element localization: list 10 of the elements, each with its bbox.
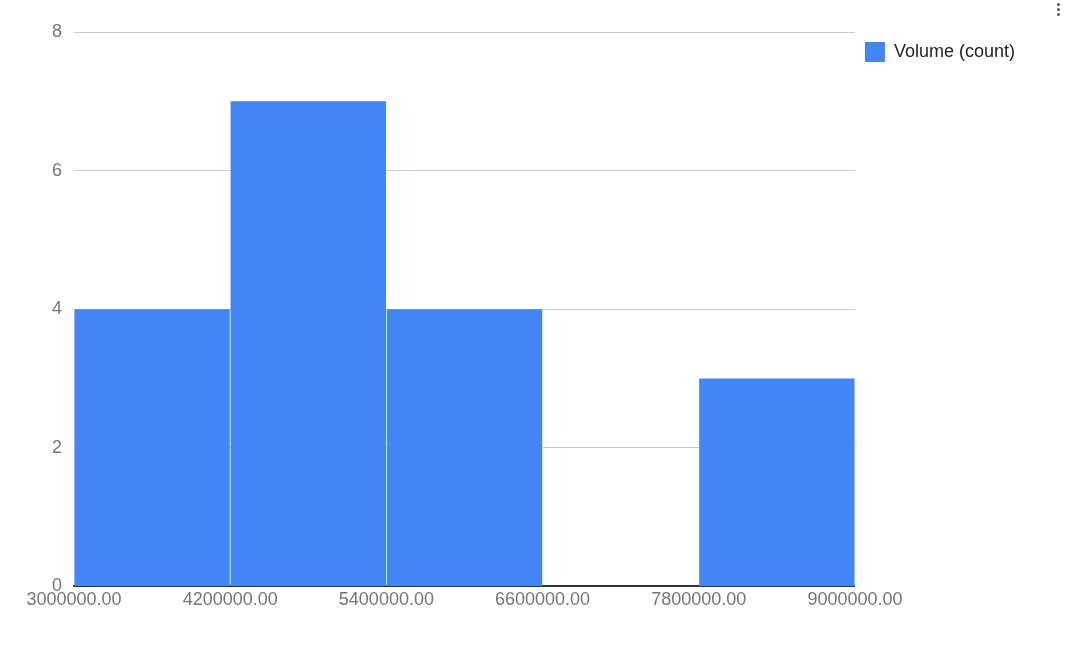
x-tick-label: 9000000.00 — [807, 589, 903, 610]
x-tick-label: 6600000.00 — [495, 589, 591, 610]
y-tick-label: 2 — [52, 436, 63, 457]
legend-label: Volume (count) — [893, 40, 1015, 61]
y-tick-label: 8 — [52, 20, 63, 41]
y-tick-label: 6 — [52, 159, 63, 180]
y-tick-label: 4 — [52, 298, 63, 319]
x-tick-label: 7800000.00 — [651, 589, 747, 610]
x-tick-label: 4200000.00 — [182, 589, 278, 610]
x-tick-label: 5400000.00 — [338, 589, 434, 610]
